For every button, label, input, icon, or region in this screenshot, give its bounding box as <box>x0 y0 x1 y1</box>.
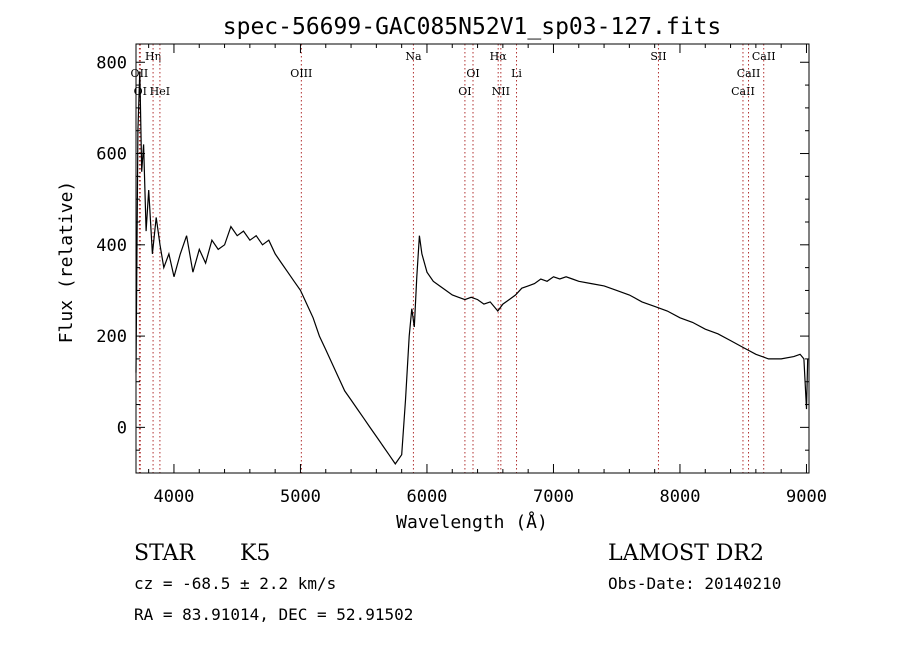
x-tick-label: 6000 <box>406 487 447 507</box>
y-axis-ticks: 0 200 400 600 800 <box>96 53 809 474</box>
spectral-line-label: SII <box>650 50 666 63</box>
spectral-line-label: Hη <box>145 50 161 63</box>
x-tick-label: 7000 <box>533 487 574 507</box>
y-tick-label: 600 <box>96 145 127 165</box>
x-tick-label: 8000 <box>659 487 700 507</box>
spectral-line-label: CaII <box>737 67 761 80</box>
y-tick-label: 0 <box>117 418 127 438</box>
spectral-line-label: OIII <box>290 67 312 80</box>
x-tick-label: 5000 <box>280 487 321 507</box>
observation-date: Obs-Date: 20140210 <box>608 574 781 593</box>
x-axis-ticks: 4000 5000 6000 7000 8000 9000 <box>148 44 827 507</box>
spectral-line-label: NII <box>492 85 510 98</box>
y-tick-label: 400 <box>96 236 127 256</box>
y-tick-label: 800 <box>96 53 127 73</box>
spectrum-series <box>135 71 809 465</box>
spectral-line-label: CaII <box>731 85 755 98</box>
redshift-text: cz = -68.5 ± 2.2 km/s <box>134 574 336 593</box>
spectral-line-label: Hα <box>490 50 508 63</box>
object-class: STAR <box>134 541 196 566</box>
chart-title: spec-56699-GAC085N52V1_sp03-127.fits <box>223 14 722 40</box>
plot-frame <box>135 43 810 474</box>
spectral-line-label: OI <box>458 85 471 98</box>
y-axis-label: Flux (relative) <box>56 181 77 344</box>
coordinates-text: RA = 83.91014, DEC = 52.91502 <box>134 605 413 624</box>
spectral-line-label: OI <box>466 67 479 80</box>
spectral-lines: OIIOIHηHeIOIIINaOIOIHαNIILiSIICaIICaIICa… <box>131 44 776 473</box>
y-tick-label: 200 <box>96 327 127 347</box>
x-tick-label: 9000 <box>786 487 827 507</box>
x-tick-label: 4000 <box>153 487 194 507</box>
survey-name: LAMOST DR2 <box>608 541 764 566</box>
spectral-line-label: CaII <box>752 50 776 63</box>
spectral-line-label: Li <box>511 67 522 80</box>
x-axis-label: Wavelength (Å) <box>396 511 548 533</box>
spectral-line-label: HeI <box>150 85 170 98</box>
spectral-line-label: Na <box>405 50 422 63</box>
spectrum-line-0 <box>135 71 809 465</box>
object-subclass: K5 <box>240 541 270 566</box>
